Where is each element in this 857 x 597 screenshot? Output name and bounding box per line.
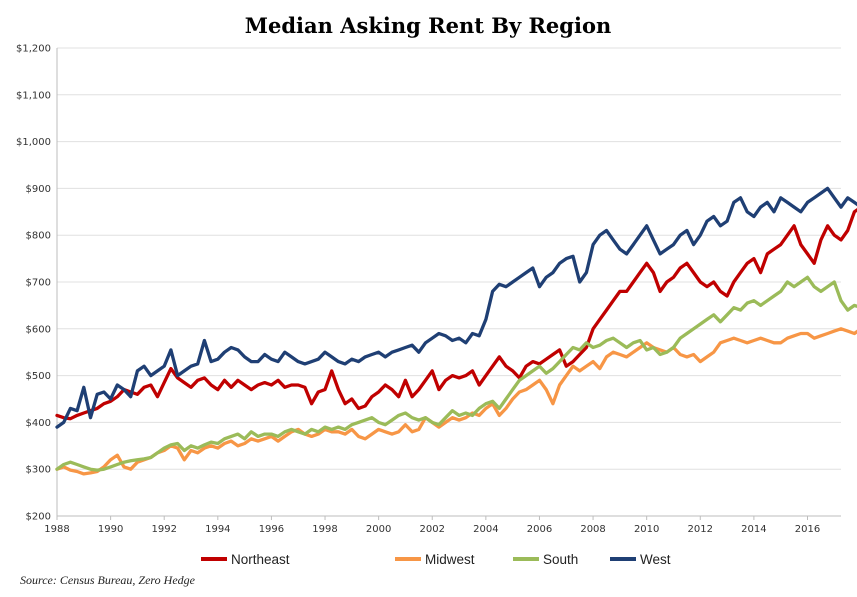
y-tick-label: $800 [26, 231, 51, 242]
y-tick-label: $500 [26, 371, 51, 382]
gridlines [57, 47, 841, 517]
x-tick-label: 2012 [688, 524, 713, 535]
series-line-midwest [55, 327, 857, 476]
legend-label-northeast: Northeast [231, 552, 290, 567]
x-tick-label: 2006 [527, 524, 552, 535]
legend-label-west: West [640, 552, 671, 567]
series-lines [55, 186, 857, 476]
source-note: Source: Census Bureau, Zero Hedge [20, 573, 196, 587]
x-tick-label: 2014 [741, 524, 766, 535]
legend-label-south: South [543, 552, 578, 567]
y-tick-label: $300 [26, 465, 51, 476]
series-line-south [55, 275, 857, 472]
x-tick-label: 2010 [634, 524, 659, 535]
x-tick-label: 2016 [795, 524, 820, 535]
legend: Northeast Midwest South West [201, 552, 671, 567]
x-tick-label: 1992 [151, 524, 176, 535]
y-tick-label: $200 [26, 512, 51, 523]
y-tick-label: $700 [26, 278, 51, 289]
x-tick-label: 2002 [420, 524, 445, 535]
y-tick-label: $1,200 [16, 44, 51, 55]
series-line-northeast [55, 207, 857, 421]
x-tick-label: 1998 [312, 524, 337, 535]
chart-title: Median Asking Rent By Region [245, 13, 611, 38]
y-tick-label: $600 [26, 324, 51, 335]
x-tick-label: 2000 [366, 524, 391, 535]
y-tick-label: $1,100 [16, 90, 51, 101]
x-tick-label: 1994 [205, 524, 230, 535]
series-line-west [55, 186, 857, 429]
x-tick-label: 1988 [44, 524, 69, 535]
axes: $200 $300 $400 $500 $600 $700 $800 $900 $1,000 $1… [16, 44, 820, 536]
x-tick-label: 1990 [98, 524, 123, 535]
y-tick-label: $1,000 [16, 137, 51, 148]
legend-label-midwest: Midwest [425, 552, 475, 567]
x-tick-label: 2008 [580, 524, 605, 535]
x-tick-label: 2004 [473, 524, 498, 535]
y-tick-label: $400 [26, 418, 51, 429]
y-tick-label: $900 [26, 184, 51, 195]
x-tick-label: 1996 [259, 524, 284, 535]
